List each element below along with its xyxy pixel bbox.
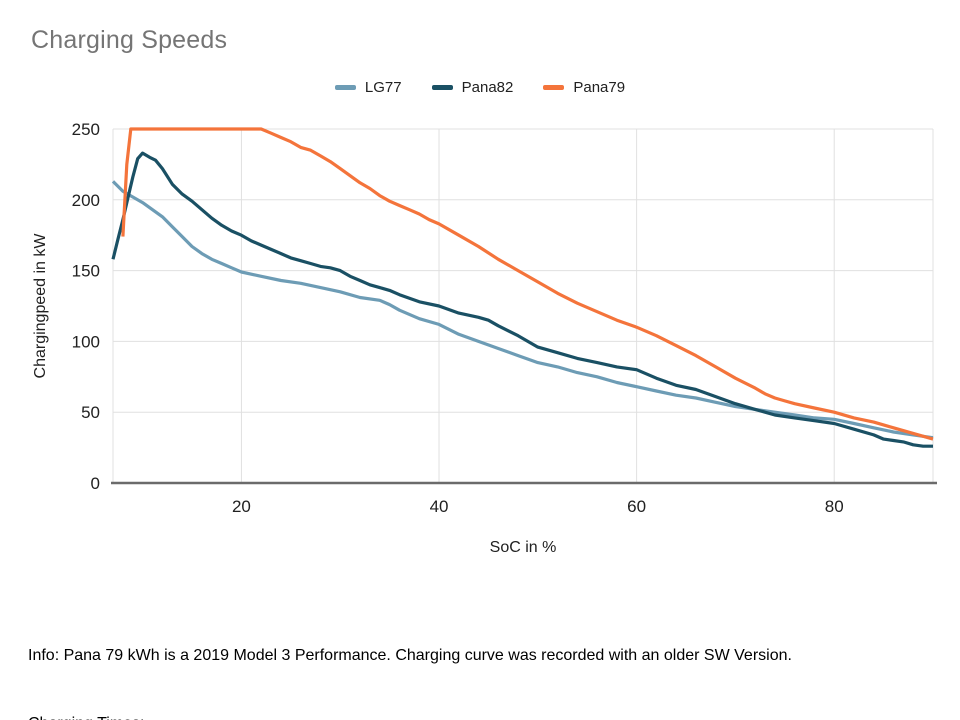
y-tick-label-100: 100	[72, 332, 100, 351]
legend-item-lg77: LG77	[334, 79, 402, 96]
footnote-line-info: Info: Pana 79 kWh is a 2019 Model 3 Perf…	[28, 647, 792, 664]
series-line-Pana82	[111, 151, 933, 448]
x-tick-label-60: 60	[627, 497, 646, 516]
legend-label-pana79: Pana79	[573, 79, 626, 96]
y-tick-label-150: 150	[72, 262, 100, 281]
legend-swatch-pana82-icon	[431, 85, 453, 90]
chart-legend: LG77 Pana82 Pana79	[0, 79, 960, 96]
series-line-Pana79	[121, 127, 934, 441]
x-tick-label-80: 80	[825, 497, 844, 516]
chart-title: Charging Speeds	[31, 26, 228, 54]
legend-swatch-pana79-icon	[543, 85, 565, 90]
y-tick-label-200: 200	[72, 191, 100, 210]
y-tick-label-250: 250	[72, 120, 100, 139]
legend-item-pana79: Pana79	[543, 79, 625, 96]
x-tick-label-40: 40	[430, 497, 449, 516]
legend-item-pana82: Pana82	[431, 79, 514, 96]
legend-label-pana82: Pana82	[461, 79, 514, 96]
footnote-line-charging-times: Charging Times:	[28, 713, 948, 720]
x-tick-label-20: 20	[232, 497, 251, 516]
y-axis-title: Chargingpeed in kW	[32, 233, 49, 379]
charging-speeds-chart: 0 50 100 150 200 250 20 40 60 80 SoC in % Chargingp…	[32, 120, 937, 556]
legend-swatch-lg77-icon	[334, 85, 356, 90]
x-axis-title: SoC in %	[490, 539, 557, 556]
series-line-LG77	[111, 180, 934, 440]
chart-footnote: Info: Pana 79 kWh is a 2019 Model 3 Perf…	[28, 600, 948, 720]
y-tick-label-50: 50	[81, 403, 100, 422]
y-tick-label-0: 0	[91, 474, 100, 493]
legend-label-lg77: LG77	[364, 79, 402, 96]
